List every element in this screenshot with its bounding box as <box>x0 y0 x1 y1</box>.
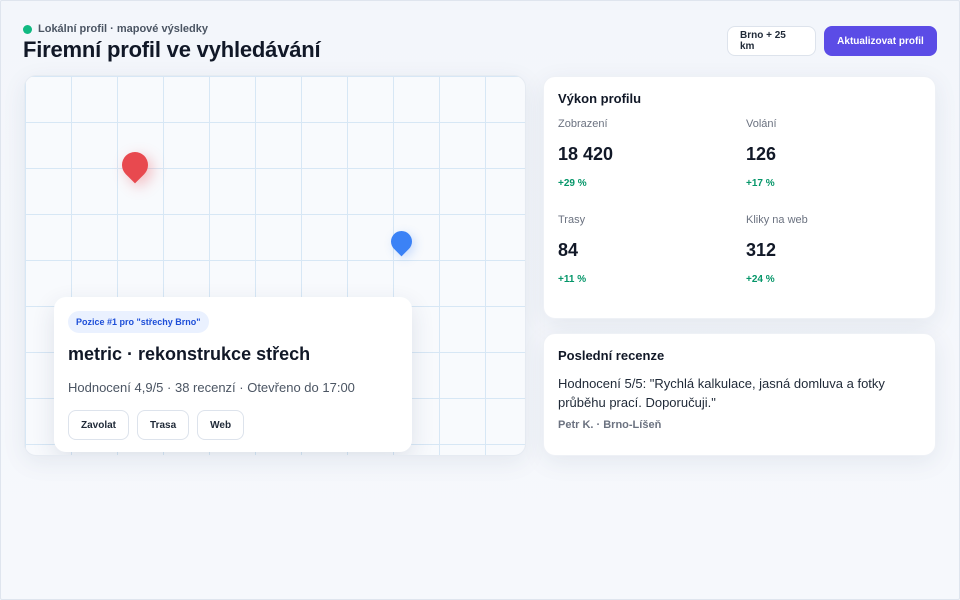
status-dot-icon <box>23 24 32 34</box>
stat-value: 18 420 <box>558 144 614 164</box>
competitor-location-pin-icon[interactable] <box>386 226 417 257</box>
page-title: Firemní profil ve vyhledávání <box>23 37 321 62</box>
header-actions: Brno + 25 km Aktualizovat profil <box>727 26 937 56</box>
website-button[interactable]: Web <box>197 410 245 440</box>
review-text: Hodnocení 5/5: "Rychlá kalkulace, jasná … <box>558 376 885 410</box>
place-card-actions: Zavolat Trasa Web <box>68 410 398 440</box>
primary-location-pin-icon[interactable] <box>116 146 154 184</box>
rank-badge: Pozice #1 pro "střechy Brno" <box>68 311 209 333</box>
stat-label: Volání <box>746 118 777 130</box>
eyebrow: Lokální profil · mapové výsledky <box>23 22 937 36</box>
stat-label: Kliky na web <box>746 214 808 226</box>
eyebrow-text: Lokální profil · mapové výsledky <box>38 23 208 35</box>
map-view[interactable]: Pozice #1 pro "střechy Brno" metric · re… <box>24 75 526 456</box>
place-card: Pozice #1 pro "střechy Brno" metric · re… <box>54 297 412 452</box>
directions-button[interactable]: Trasa <box>137 410 190 440</box>
stat-label: Zobrazení <box>558 118 608 130</box>
stat-grid: Zobrazení 18 420 +29 % Volání 126 +17 % … <box>558 112 921 304</box>
stat-value: 126 <box>746 144 777 164</box>
stat-delta: +17 % <box>746 178 775 189</box>
stat-delta: +24 % <box>746 274 775 285</box>
stat-value: 84 <box>558 240 579 260</box>
stat-delta: +11 % <box>558 274 587 285</box>
profile-performance-panel: Výkon profilu Zobrazení 18 420 +29 % Vol… <box>543 76 936 319</box>
page-header: Lokální profil · mapové výsledky Firemní… <box>23 22 937 62</box>
panel-title: Poslední recenze <box>558 348 665 363</box>
stat-web-clicks: Kliky na web 312 +24 % <box>746 208 934 304</box>
call-button[interactable]: Zavolat <box>68 410 130 440</box>
review-author: Petr K. · Brno-Líšeň <box>558 419 662 431</box>
stat-routes: Trasy 84 +11 % <box>558 208 746 304</box>
stat-views: Zobrazení 18 420 +29 % <box>558 112 746 208</box>
stat-value: 312 <box>746 240 777 260</box>
stat-label: Trasy <box>558 214 586 226</box>
stat-calls: Volání 126 +17 % <box>746 112 934 208</box>
latest-review-panel: Poslední recenze Hodnocení 5/5: "Rychlá … <box>543 333 936 456</box>
update-profile-button[interactable]: Aktualizovat profil <box>824 26 937 56</box>
stat-delta: +29 % <box>558 178 587 189</box>
location-radius-button[interactable]: Brno + 25 km <box>727 26 816 56</box>
business-meta: Hodnocení 4,9/5 · 38 recenzí · Otevřeno … <box>68 380 355 395</box>
business-name: metric · rekonstrukce střech <box>68 344 311 364</box>
panel-title: Výkon profilu <box>558 91 642 106</box>
